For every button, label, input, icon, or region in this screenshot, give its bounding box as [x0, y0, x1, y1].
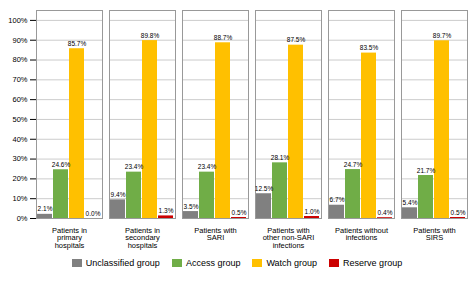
svg-text:24.6%: 24.6% [52, 161, 71, 168]
svg-text:0.5%: 0.5% [451, 209, 466, 216]
svg-text:80%: 80% [12, 55, 27, 64]
svg-text:Patients withSARI: Patients withSARI [194, 226, 237, 243]
svg-text:0.4%: 0.4% [378, 209, 393, 216]
svg-text:20%: 20% [12, 174, 27, 183]
svg-text:28.1%: 28.1% [271, 154, 290, 161]
svg-text:85.7%: 85.7% [68, 40, 87, 47]
svg-text:83.5%: 83.5% [360, 44, 379, 51]
svg-text:1.0%: 1.0% [305, 208, 320, 215]
svg-text:89.8%: 89.8% [141, 32, 160, 39]
svg-text:23.4%: 23.4% [125, 163, 144, 170]
html-text:Access group: Access group [185, 258, 241, 268]
svg-text:24.7%: 24.7% [344, 161, 363, 168]
svg-text:23.4%: 23.4% [198, 163, 217, 170]
svg-text:30%: 30% [12, 154, 27, 163]
html-text:Reserve group: Reserve group [343, 258, 403, 268]
svg-text:Patients withSIRS: Patients withSIRS [413, 226, 456, 243]
svg-text:40%: 40% [12, 135, 27, 144]
svg-text:21.7%: 21.7% [417, 167, 436, 174]
svg-text:88.7%: 88.7% [214, 34, 233, 41]
svg-text:60%: 60% [12, 95, 27, 104]
svg-text:6.7%: 6.7% [330, 196, 345, 203]
svg-text:1.3%: 1.3% [159, 207, 174, 214]
svg-text:9.4%: 9.4% [111, 191, 126, 198]
svg-text:2.1%: 2.1% [38, 205, 53, 212]
svg-text:3.5%: 3.5% [184, 203, 199, 210]
svg-text:0.5%: 0.5% [232, 209, 247, 216]
svg-text:70%: 70% [12, 75, 27, 84]
svg-text:50%: 50% [12, 115, 27, 124]
svg-text:87.5%: 87.5% [287, 36, 306, 43]
svg-text:5.4%: 5.4% [403, 199, 418, 206]
svg-text:0%: 0% [17, 214, 28, 223]
html-text:Unclassified group: Unclassified group [85, 258, 160, 268]
svg-text:Patients withother non-SARIinf: Patients withother non-SARIinfections [263, 226, 315, 250]
svg-text:10%: 10% [12, 194, 27, 203]
svg-text:Patients withoutinfections: Patients withoutinfections [335, 226, 389, 243]
svg-text:90%: 90% [12, 36, 27, 45]
html-text:Watch group: Watch group [266, 258, 318, 268]
svg-text:89.7%: 89.7% [433, 32, 452, 39]
svg-text:Patients insecondaryhospitals: Patients insecondaryhospitals [125, 226, 160, 250]
svg-text:0.0%: 0.0% [86, 210, 101, 217]
svg-text:Patients inprimaryhospitals: Patients inprimaryhospitals [52, 226, 87, 250]
svg-text:12.5%: 12.5% [255, 185, 274, 192]
svg-text:100%: 100% [8, 16, 28, 25]
